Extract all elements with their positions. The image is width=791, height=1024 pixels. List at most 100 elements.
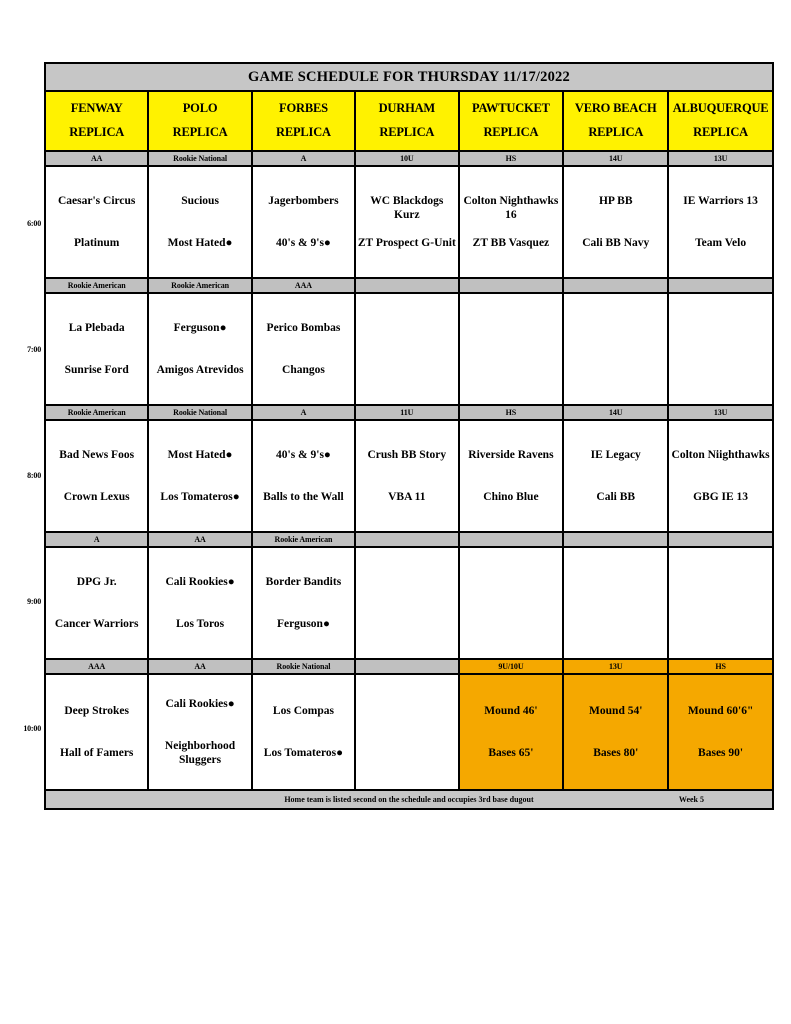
mound-distance: Mound 54' xyxy=(589,704,643,717)
field-name: DURHAM xyxy=(378,101,436,116)
game-cell[interactable]: Most Hated● Los Tomateros● xyxy=(147,419,253,533)
home-team: Los Tomateros● xyxy=(160,490,240,503)
field-header-pawtucket: PAWTUCKET REPLICA xyxy=(457,90,565,152)
division-label: Rookie American xyxy=(250,531,357,548)
away-team: DPG Jr. xyxy=(76,575,117,588)
division-label-highlight: HS xyxy=(667,658,774,675)
away-team: Most Hated● xyxy=(167,448,233,461)
game-cell-empty[interactable] xyxy=(457,546,565,660)
time-label-900: 9:00 xyxy=(27,596,41,606)
game-cell[interactable]: Sucious Most Hated● xyxy=(147,165,253,279)
game-cell[interactable]: Deep Strokes Hall of Famers xyxy=(43,673,150,791)
division-label: Rookie American xyxy=(43,404,150,421)
game-cell[interactable]: 40's & 9's● Balls to the Wall xyxy=(250,419,357,533)
division-label: 10U xyxy=(354,150,460,167)
game-cell[interactable]: Ferguson● Amigos Atrevidos xyxy=(147,292,253,406)
away-team: IE Warriors 13 xyxy=(683,194,758,207)
division-label: HS xyxy=(457,404,565,421)
away-team: Sucious xyxy=(181,194,219,207)
game-cell[interactable]: WC Blackdogs Kurz ZT Prospect G-Unit xyxy=(354,165,460,279)
home-team: Crown Lexus xyxy=(63,490,130,503)
away-team: Perico Bombas xyxy=(266,321,341,334)
game-cell[interactable]: DPG Jr. Cancer Warriors xyxy=(43,546,150,660)
home-team: Hall of Famers xyxy=(59,746,134,759)
division-label-empty xyxy=(562,531,670,548)
game-row: La Plebada Sunrise Ford Ferguson● Amigos… xyxy=(43,292,774,406)
away-team: Colton Niighthawks xyxy=(671,448,770,461)
field-spec-cell[interactable]: Mound 54' Bases 80' xyxy=(562,673,670,791)
home-team: Ferguson● xyxy=(276,617,330,630)
away-team: Deep Strokes xyxy=(64,704,129,717)
game-cell[interactable]: Riverside Ravens Chino Blue xyxy=(457,419,565,533)
mound-distance: Mound 60'6" xyxy=(687,704,754,717)
home-team: Cali BB Navy xyxy=(582,236,650,249)
game-cell-empty[interactable] xyxy=(667,546,774,660)
field-header-albuquerque: ALBUQUERQUE REPLICA xyxy=(667,90,774,152)
division-label: AAA xyxy=(43,658,150,675)
field-suffix: REPLICA xyxy=(69,125,125,139)
time-gutter: 6:00 7:00 8:00 9:00 10:00 xyxy=(0,160,44,792)
home-team: Los Toros xyxy=(176,617,225,630)
game-cell[interactable]: IE Legacy Cali BB xyxy=(562,419,670,533)
field-suffix: REPLICA xyxy=(172,125,228,139)
field-spec-cell[interactable]: Mound 46' Bases 65' xyxy=(457,673,565,791)
division-label: 13U xyxy=(667,404,774,421)
home-team: Team Velo xyxy=(695,236,747,249)
game-cell-empty[interactable] xyxy=(562,546,670,660)
away-team: HP BB xyxy=(598,194,633,207)
game-cell[interactable]: Los Compas Los Tomateros● xyxy=(250,673,357,791)
title-row: GAME SCHEDULE FOR THURSDAY 11/17/2022 xyxy=(44,62,774,92)
game-cell-empty[interactable] xyxy=(354,292,460,406)
away-team: Border Bandits xyxy=(265,575,342,588)
field-spec-cell[interactable]: Mound 60'6" Bases 90' xyxy=(667,673,774,791)
mound-distance: Mound 46' xyxy=(484,704,538,717)
game-cell[interactable]: La Plebada Sunrise Ford xyxy=(43,292,150,406)
game-cell[interactable]: HP BB Cali BB Navy xyxy=(562,165,670,279)
division-label: Rookie American xyxy=(43,277,150,294)
game-cell-empty[interactable] xyxy=(562,292,670,406)
field-suffix: REPLICA xyxy=(693,125,748,139)
home-team: Cali BB xyxy=(596,490,636,503)
game-cell[interactable]: Crush BB Story VBA 11 xyxy=(354,419,460,533)
game-cell[interactable]: Caesar's Circus Platinum xyxy=(43,165,150,279)
game-cell-empty[interactable] xyxy=(354,673,460,791)
away-team xyxy=(564,582,667,624)
game-cell[interactable]: IE Warriors 13 Team Velo xyxy=(667,165,774,279)
division-label-empty xyxy=(457,531,565,548)
game-cell[interactable]: Bad News Foos Crown Lexus xyxy=(43,419,150,533)
game-cell[interactable]: Colton Niighthawks GBG IE 13 xyxy=(667,419,774,533)
game-row: Deep Strokes Hall of Famers Cali Rookies… xyxy=(43,673,774,791)
field-name: POLO xyxy=(182,101,218,116)
game-cell-empty[interactable] xyxy=(667,292,774,406)
field-suffix: REPLICA xyxy=(379,125,435,139)
time-label-1000: 10:00 xyxy=(23,723,41,733)
away-team: La Plebada xyxy=(68,321,125,334)
away-team: WC Blackdogs Kurz xyxy=(370,194,444,221)
game-cell[interactable]: Colton Nighthawks 16 ZT BB Vasquez xyxy=(457,165,565,279)
away-team xyxy=(564,328,667,370)
base-distance: Bases 80' xyxy=(593,746,639,759)
game-cell[interactable]: Jagerbombers 40's & 9's● xyxy=(250,165,357,279)
division-row: AAA AA Rookie National 9U/10U 13U HS xyxy=(43,658,774,675)
game-cell[interactable]: Border Bandits Ferguson● xyxy=(250,546,357,660)
division-label-empty xyxy=(457,277,565,294)
away-team: Cali Rookies● xyxy=(165,575,235,588)
home-team: Most Hated● xyxy=(167,236,233,249)
game-cell-empty[interactable] xyxy=(457,292,565,406)
field-name: ALBUQUERQUE xyxy=(672,101,769,116)
field-header-durham: DURHAM REPLICA xyxy=(354,90,460,152)
game-cell[interactable]: Cali Rookies● Los Toros xyxy=(147,546,253,660)
time-label-600: 6:00 xyxy=(27,218,41,228)
game-cell[interactable]: Cali Rookies● Neighborhood Sluggers xyxy=(147,673,253,791)
away-team: IE Legacy xyxy=(590,448,641,461)
away-team: 40's & 9's● xyxy=(276,448,331,461)
game-cell-empty[interactable] xyxy=(354,546,460,660)
away-team: Bad News Foos xyxy=(59,448,135,461)
away-team: Los Compas xyxy=(272,704,334,717)
division-label: Rookie American xyxy=(147,277,253,294)
game-cell[interactable]: Perico Bombas Changos xyxy=(250,292,357,406)
home-team: VBA 11 xyxy=(388,490,426,503)
away-team: Caesar's Circus xyxy=(57,194,136,207)
week-label: Week 5 xyxy=(678,795,704,804)
field-header-polo: POLO REPLICA xyxy=(147,90,253,152)
